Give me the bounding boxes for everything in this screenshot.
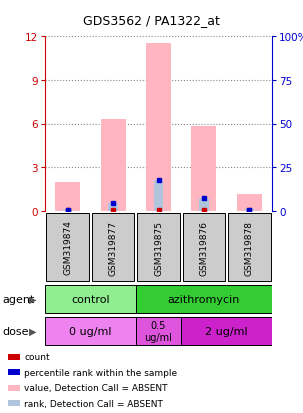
Text: rank, Detection Call = ABSENT: rank, Detection Call = ABSENT — [24, 399, 163, 408]
Bar — [63, 209, 72, 211]
Text: 0.5
ug/ml: 0.5 ug/ml — [145, 320, 172, 342]
Text: ▶: ▶ — [29, 294, 37, 304]
Bar — [45, 285, 136, 313]
Bar — [237, 194, 262, 211]
Bar — [55, 183, 80, 211]
Text: value, Detection Call = ABSENT: value, Detection Call = ABSENT — [24, 383, 168, 392]
Text: GDS3562 / PA1322_at: GDS3562 / PA1322_at — [83, 14, 220, 27]
Bar — [8, 354, 20, 360]
Bar — [146, 44, 171, 211]
Bar — [183, 214, 225, 281]
Text: ▶: ▶ — [29, 326, 37, 336]
Bar — [136, 285, 272, 313]
Bar — [136, 317, 181, 346]
Bar — [137, 214, 180, 281]
Bar — [8, 385, 20, 391]
Bar — [8, 369, 20, 375]
Bar — [45, 317, 136, 346]
Text: agent: agent — [2, 294, 34, 304]
Text: 0 ug/ml: 0 ug/ml — [69, 326, 112, 336]
Bar — [228, 214, 271, 281]
Text: percentile rank within the sample: percentile rank within the sample — [24, 368, 177, 377]
Text: GSM319878: GSM319878 — [245, 220, 254, 275]
Text: 2 ug/ml: 2 ug/ml — [205, 326, 248, 336]
Text: GSM319874: GSM319874 — [63, 220, 72, 275]
Bar — [199, 198, 209, 211]
Bar — [101, 120, 125, 211]
Text: azithromycin: azithromycin — [168, 294, 240, 304]
Text: control: control — [71, 294, 110, 304]
Bar — [154, 181, 163, 211]
Bar — [245, 209, 254, 211]
Text: GSM319876: GSM319876 — [199, 220, 208, 275]
Bar — [181, 317, 272, 346]
Bar — [92, 214, 135, 281]
Bar — [46, 214, 89, 281]
Text: GSM319875: GSM319875 — [154, 220, 163, 275]
Bar — [108, 204, 118, 211]
Bar — [191, 127, 216, 211]
Bar — [8, 400, 20, 406]
Text: dose: dose — [2, 326, 28, 336]
Text: count: count — [24, 352, 50, 361]
Text: GSM319877: GSM319877 — [108, 220, 118, 275]
